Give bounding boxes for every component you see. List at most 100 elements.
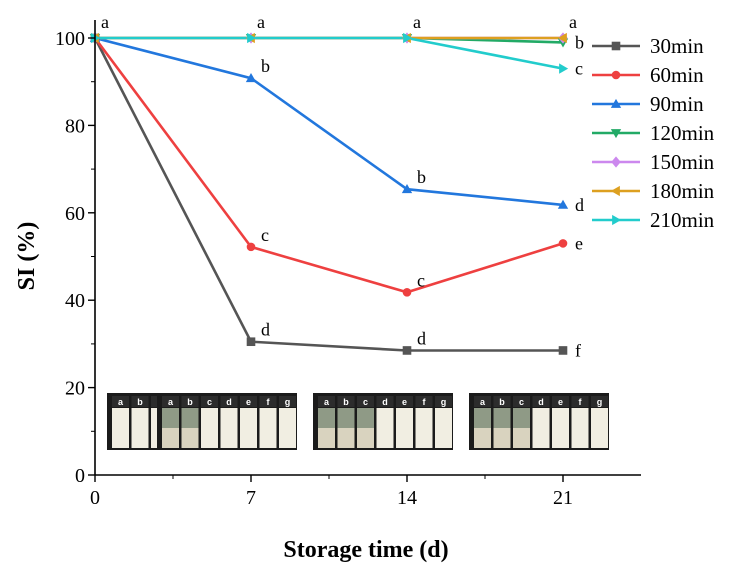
vial-label: e bbox=[558, 397, 563, 407]
inset-photos: abcdefgabcdefgabcdefgabcdefg bbox=[107, 393, 609, 450]
point-90min-day-21 bbox=[557, 199, 569, 209]
vial-label: a bbox=[324, 397, 330, 407]
letter-label: b bbox=[417, 167, 426, 187]
point-60min-day-7 bbox=[246, 242, 256, 252]
legend-label: 150min bbox=[650, 150, 715, 174]
letter-label: d bbox=[417, 328, 426, 348]
legend-item-90min: 90min bbox=[592, 92, 704, 116]
letter-label: c bbox=[261, 225, 269, 245]
legend-marker bbox=[611, 156, 621, 168]
letter-label: a bbox=[413, 12, 421, 32]
vial-label: c bbox=[207, 397, 212, 407]
vial: d bbox=[220, 396, 238, 448]
vial-label: e bbox=[402, 397, 407, 407]
vial: d bbox=[532, 396, 550, 448]
legend-marker bbox=[610, 129, 622, 139]
point-90min-day-14 bbox=[401, 184, 413, 194]
series-line-60min bbox=[93, 37, 564, 294]
vial: f bbox=[415, 396, 433, 448]
vial: c bbox=[357, 396, 374, 448]
legend-item-30min: 30min bbox=[592, 34, 704, 58]
point-60min-day-14 bbox=[402, 288, 412, 297]
letter-label: f bbox=[575, 340, 581, 360]
x-tick-label: 0 bbox=[90, 487, 100, 509]
x-tick-label: 7 bbox=[246, 487, 256, 509]
vial-label: c bbox=[363, 397, 368, 407]
series-markers bbox=[89, 32, 569, 355]
vial: c bbox=[513, 396, 530, 448]
vial: f bbox=[571, 396, 589, 448]
point-30min-day-14 bbox=[402, 346, 412, 355]
vial: c bbox=[201, 396, 218, 448]
point-60min-day-21 bbox=[558, 239, 568, 248]
letter-label: b bbox=[261, 56, 270, 76]
legend-item-120min: 120min bbox=[592, 121, 715, 145]
vial-photo-day-14: a b c d e f g bbox=[313, 393, 453, 450]
legend-label: 30min bbox=[650, 34, 704, 58]
legend-marker bbox=[610, 185, 620, 197]
letter-label: b bbox=[575, 32, 584, 52]
vial: b bbox=[337, 396, 355, 448]
vial-label: a bbox=[168, 397, 174, 407]
legend-item-60min: 60min bbox=[592, 63, 704, 87]
vial: a bbox=[474, 396, 491, 448]
letter-label: c bbox=[417, 270, 425, 290]
letter-label: e bbox=[575, 233, 583, 253]
vial-label: a bbox=[118, 397, 124, 407]
vial-label: f bbox=[267, 397, 271, 407]
point-90min-day-7 bbox=[245, 73, 257, 83]
x-tick-label: 21 bbox=[553, 487, 573, 509]
point-210min-day-7 bbox=[247, 32, 257, 44]
y-axis-title: SI (%) bbox=[14, 222, 40, 291]
vial-photo-day-21: a b c d e f g bbox=[469, 393, 609, 450]
legend-marker bbox=[610, 98, 622, 108]
axes: 0 20 40 60 80 100 0 7 14 21 bbox=[55, 20, 641, 509]
vial-label: g bbox=[285, 397, 291, 407]
point-210min-day-21 bbox=[559, 63, 569, 74]
vial-label: a bbox=[480, 397, 486, 407]
legend-item-180min: 180min bbox=[592, 179, 715, 203]
x-axis-title: Storage time (d) bbox=[283, 537, 448, 563]
vial-label: b bbox=[187, 397, 193, 407]
vial-label: g bbox=[597, 397, 603, 407]
vial-photo-day-7: a b c d e f g bbox=[157, 393, 297, 450]
legend: 30min 60min 90min 120min 150min 180min 210min bbox=[592, 34, 715, 232]
legend-label: 120min bbox=[650, 121, 715, 145]
point-30min-day-21 bbox=[558, 346, 568, 355]
vial: g bbox=[591, 396, 608, 448]
vial: f bbox=[259, 396, 277, 448]
series-line-90min bbox=[94, 36, 564, 207]
legend-label: 90min bbox=[650, 92, 704, 116]
letter-label: d bbox=[575, 195, 584, 215]
vial: g bbox=[435, 396, 452, 448]
vial-label: f bbox=[423, 397, 427, 407]
y-tick-label: 40 bbox=[65, 290, 85, 312]
y-tick-label: 60 bbox=[65, 203, 85, 225]
point-180min-day-21 bbox=[557, 32, 567, 44]
letter-label: c bbox=[575, 59, 583, 79]
letter-label: d bbox=[261, 320, 270, 340]
vial: a bbox=[162, 396, 179, 448]
legend-marker bbox=[611, 41, 621, 51]
x-tick-label: 14 bbox=[397, 487, 417, 509]
vial-label: d bbox=[538, 397, 544, 407]
vial-label: b bbox=[343, 397, 349, 407]
y-tick-label: 0 bbox=[75, 465, 85, 487]
legend-marker bbox=[612, 214, 622, 226]
vial: b bbox=[181, 396, 199, 448]
vial-label: e bbox=[246, 397, 251, 407]
vial: e bbox=[240, 396, 257, 448]
vial-label: g bbox=[441, 397, 447, 407]
y-tick-label: 20 bbox=[65, 378, 85, 400]
vial: a bbox=[112, 396, 129, 448]
y-tick-label: 80 bbox=[65, 115, 85, 137]
series-lines bbox=[93, 36, 564, 352]
vial-label: b bbox=[137, 397, 143, 407]
vial-label: d bbox=[382, 397, 388, 407]
legend-item-210min: 210min bbox=[592, 208, 715, 232]
point-30min-day-7 bbox=[246, 337, 256, 347]
legend-label: 180min bbox=[650, 179, 715, 203]
vial-label: d bbox=[226, 397, 232, 407]
